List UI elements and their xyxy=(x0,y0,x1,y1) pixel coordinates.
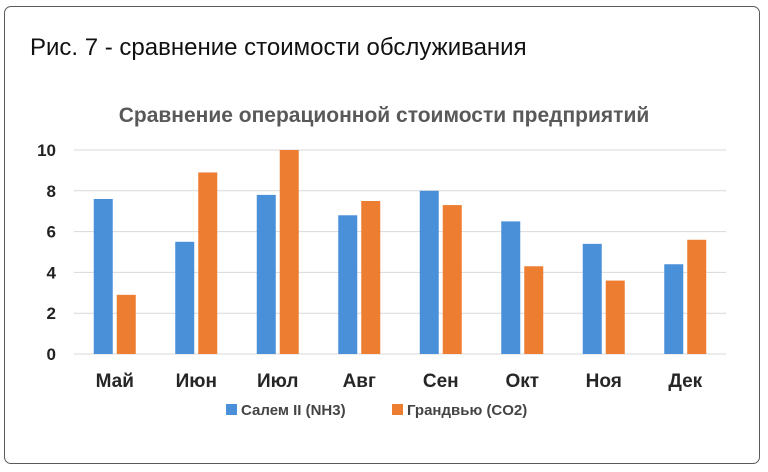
x-tick-label: Авг xyxy=(343,371,376,392)
bar-series-2 xyxy=(198,172,218,354)
bar-series-2 xyxy=(605,280,625,354)
bar-series-2 xyxy=(361,201,381,354)
legend-swatch xyxy=(226,404,237,415)
bar-series-2 xyxy=(524,266,544,354)
chart-title: Сравнение операционной стоимости предпри… xyxy=(119,104,650,127)
bar-series-1 xyxy=(93,198,113,354)
x-tick-label: Окт xyxy=(505,371,539,392)
legend-label: Салем II (NH3) xyxy=(241,402,346,419)
bar-series-1 xyxy=(256,194,276,354)
bar-series-1 xyxy=(419,190,439,354)
x-tick-label: Дек xyxy=(668,371,702,392)
legend: Салем II (NH3) Грандвью (CO2) xyxy=(226,402,527,419)
x-tick-label: Сен xyxy=(423,371,459,392)
x-axis-ticks: Май Июн Июл Авг Сен Окт Ноя Дек xyxy=(96,371,703,392)
x-tick-label: Май xyxy=(96,371,134,392)
legend-label: Грандвью (CO2) xyxy=(407,402,527,419)
bar-series-1 xyxy=(501,221,521,354)
y-tick-label: 8 xyxy=(47,182,56,201)
y-tick-label: 2 xyxy=(47,304,56,323)
grid-layer xyxy=(74,149,726,355)
bar-series-1 xyxy=(175,241,195,354)
bars-layer xyxy=(93,150,707,354)
x-tick-label: Ноя xyxy=(586,371,622,392)
y-tick-label: 10 xyxy=(37,141,56,160)
bar-series-2 xyxy=(116,294,136,354)
bar-series-2 xyxy=(687,239,707,354)
bar-series-1 xyxy=(664,264,684,354)
figure-frame xyxy=(4,6,760,464)
bar-series-2 xyxy=(279,150,299,354)
legend-swatch xyxy=(392,404,403,415)
y-tick-label: 4 xyxy=(47,263,57,282)
y-tick-label: 0 xyxy=(47,345,56,364)
bar-series-2 xyxy=(442,205,462,354)
x-tick-label: Июн xyxy=(176,371,217,392)
x-tick-label: Июл xyxy=(257,371,298,392)
y-axis-ticks: 0 2 4 6 8 10 xyxy=(37,141,56,364)
bar-series-1 xyxy=(582,243,602,354)
y-tick-label: 6 xyxy=(47,223,56,242)
figure-caption: Рис. 7 - сравнение стоимости обслуживани… xyxy=(30,34,527,61)
bar-series-1 xyxy=(338,215,358,354)
